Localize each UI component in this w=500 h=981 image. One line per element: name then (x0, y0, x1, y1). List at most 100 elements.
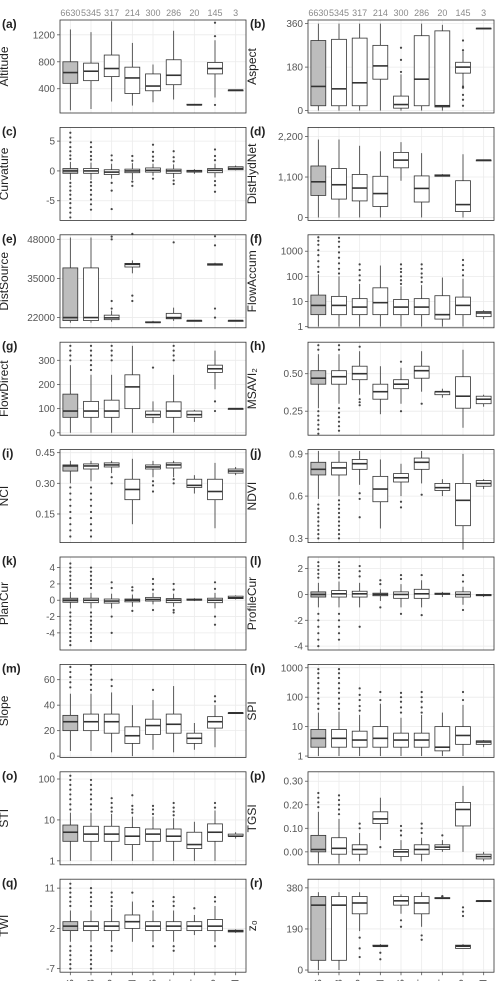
outlier-point-DS (317, 537, 320, 540)
count-label-SS: 300 (393, 8, 408, 18)
outlier-point-DS (69, 562, 72, 565)
outlier-point-SS (399, 612, 403, 615)
x-tick-label: SS (148, 979, 159, 981)
outlier-point-DPT (172, 895, 175, 899)
y-tick-label: 22000 (27, 313, 55, 324)
outlier-point-DS (317, 676, 320, 680)
panel-label: (n) (250, 661, 265, 675)
outlier-point-HDP (358, 822, 361, 825)
outlier-point-DS (69, 486, 72, 489)
y-tick-label: 0.15 (36, 509, 56, 520)
outlier-point-DPT (172, 806, 175, 809)
outlier-point-DS (69, 623, 72, 626)
outlier-point-HDP (358, 955, 361, 959)
x-tick-label: PRB (334, 979, 345, 981)
outlier-point-PRB (89, 578, 93, 581)
outlier-point-DS (69, 945, 72, 948)
outlier-point-DS (69, 882, 72, 885)
box-TRN (124, 374, 141, 410)
y-tick-label: 100 (286, 272, 303, 283)
outlier-point-DS (69, 570, 72, 573)
box-SS (145, 828, 161, 842)
outlier-point-DS (69, 891, 72, 894)
panel-c: -5 0 5 Curvature (c) (0, 124, 247, 221)
outlier-point-DS (69, 510, 72, 514)
outlier-point-TRN (379, 606, 382, 609)
outlier-point-PRB (337, 420, 341, 423)
outlier-point-OCP (213, 148, 217, 151)
outlier-point-OCP (213, 801, 217, 805)
outlier-point-DS (69, 904, 72, 908)
outlier-point-HDP (358, 564, 361, 568)
box-DS (310, 40, 327, 107)
outlier-point-DS (317, 270, 320, 274)
plot-frame (59, 664, 247, 758)
box-SS (393, 95, 409, 109)
outlier-point-DS (69, 189, 72, 192)
y-tick-label: 2 (49, 579, 55, 590)
box-DS (62, 714, 79, 732)
x-tick-label: DS (65, 979, 76, 981)
outlier-point-TRN (131, 794, 134, 797)
outlier-point-PRB (337, 702, 341, 705)
outlier-point-HDP (358, 947, 361, 950)
y-tick-label: -7 (46, 964, 55, 975)
outlier-point-PRB (337, 503, 341, 506)
outlier-point-PRB (337, 416, 341, 419)
outlier-point-DPT (420, 822, 423, 825)
outlier-point-DS (317, 632, 320, 635)
outlier-point-DS (317, 533, 320, 536)
x-tick-label: TRN (127, 979, 138, 981)
outlier-point-HDP (110, 684, 113, 688)
y-tick-label: 360 (286, 19, 303, 30)
outlier-point-DS (69, 504, 72, 507)
outlier-point-OCP (461, 580, 465, 583)
box-DS (62, 393, 79, 418)
outlier-point-HDP (358, 704, 361, 708)
outlier-point-DS (317, 645, 320, 648)
y-tick-label: -5 (46, 196, 55, 207)
box-OCP (455, 180, 471, 212)
outlier-point-HDP (358, 497, 361, 501)
plot-frame (59, 771, 247, 866)
outlier-point-OCP (213, 159, 217, 162)
outlier-point-DS (317, 249, 320, 252)
box-TRN (372, 175, 389, 207)
outlier-point-TRN (131, 159, 134, 162)
plot-frame (307, 234, 495, 329)
outlier-point-PRB (337, 612, 341, 615)
count-label-DPT: 286 (414, 8, 429, 18)
panel-n: 1 10 100 1000 SPI (n) (245, 661, 495, 763)
box-DS (62, 824, 79, 842)
outlier-point-PRB (337, 632, 341, 635)
box-PRB (331, 896, 347, 961)
outlier-point-HDP (110, 891, 113, 894)
outlier-point-PRB (89, 627, 93, 630)
outlier-point-PRB (89, 566, 93, 569)
outlier-point-PRB (89, 184, 93, 187)
y-tick-label: 1,100 (278, 173, 303, 184)
box-OCP (455, 376, 471, 409)
outlier-point-DS (317, 520, 320, 523)
outlier-point-SS (399, 279, 403, 282)
outlier-point-DPT (420, 827, 423, 830)
outlier-point-HDP (358, 268, 361, 272)
outlier-point-PRB (89, 529, 93, 532)
outlier-point-SS (151, 945, 155, 948)
box-DS (310, 896, 327, 961)
outlier-point-OCP (461, 258, 465, 262)
outlier-point-DPT (172, 150, 175, 153)
y-tick-label: 1 (49, 856, 55, 867)
outlier-point-PRB (89, 141, 93, 144)
outlier-point-PRB (89, 793, 93, 796)
count-label-PRB: 5345 (81, 8, 101, 18)
outlier-point-DS (69, 611, 72, 614)
x-tick-label: TRN (375, 979, 386, 981)
outlier-point-SS (399, 267, 403, 270)
y-tick-label: 0 (297, 213, 303, 224)
y-tick-label: 0.25 (284, 407, 304, 418)
panel-h: 0.25 0.50 MSAVI₂ (h) (245, 339, 495, 436)
outlier-point-PRB (337, 511, 341, 515)
outlier-point-PRB (89, 570, 93, 573)
outlier-point-OCP (461, 573, 465, 577)
